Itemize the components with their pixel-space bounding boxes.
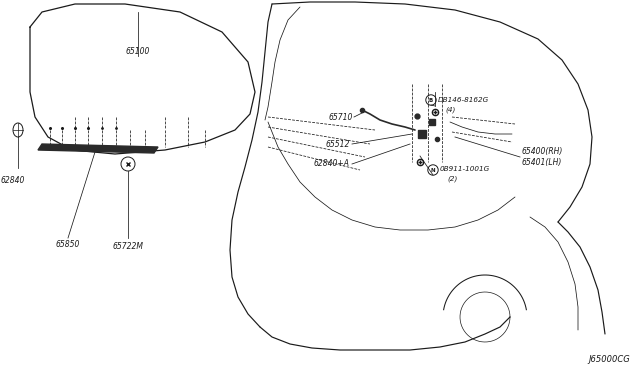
Text: 65100: 65100 [126,47,150,56]
Polygon shape [38,144,158,153]
Text: DB146-8162G: DB146-8162G [438,97,489,103]
Text: 65850: 65850 [56,240,80,249]
Text: N: N [431,167,435,173]
Text: J65000CG: J65000CG [588,355,630,364]
Text: (4): (4) [445,107,456,113]
Text: 0B911-1001G: 0B911-1001G [440,166,490,172]
Text: 62840+A: 62840+A [314,160,350,169]
Text: 65512: 65512 [326,140,350,148]
Text: 65401(LH): 65401(LH) [522,157,563,167]
Text: 65400(RH): 65400(RH) [522,148,563,157]
Text: (2): (2) [447,176,458,182]
Text: B: B [429,97,433,103]
Text: 65722M: 65722M [113,242,143,251]
Text: 62840: 62840 [1,176,25,185]
Text: 65710: 65710 [328,112,353,122]
